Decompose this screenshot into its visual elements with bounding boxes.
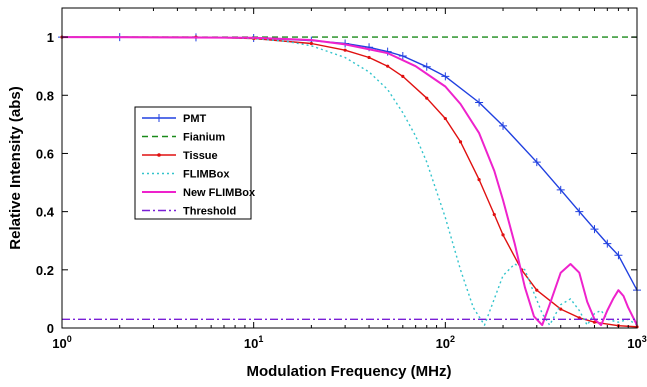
x-tick-label: 101 [244, 334, 263, 351]
data-point [425, 96, 429, 100]
data-point [443, 116, 447, 121]
series-new-flimbox [61, 36, 638, 327]
legend-marker [157, 153, 161, 157]
x-tick-label: 100 [52, 334, 71, 351]
y-axis-label: Relative Intensity (abs) [7, 86, 24, 249]
data-point [575, 207, 584, 216]
legend-item: FLIMBox [142, 169, 230, 181]
data-point [532, 158, 541, 167]
data-point [422, 62, 431, 71]
data-point [535, 288, 539, 292]
legend-label: Fianium [183, 132, 225, 144]
legend-item: Fianium [142, 132, 225, 144]
data-point [501, 233, 505, 237]
data-point [492, 212, 496, 217]
series-layer [58, 33, 641, 329]
data-point [343, 48, 347, 52]
series-line [61, 36, 638, 327]
data-point [475, 98, 484, 107]
data-point [614, 251, 623, 260]
series-line [62, 36, 638, 326]
legend: PMT Fianium Tissue FLIMBox New FLIMBox Thresh… [134, 106, 256, 220]
data-point [398, 52, 407, 60]
legend-item: New FLIMBox [142, 187, 256, 199]
y-tick-label: 0 [47, 321, 54, 336]
y-tick-label: 0.8 [36, 88, 54, 103]
data-point [603, 239, 612, 248]
data-point [559, 307, 563, 311]
x-tick-label: 102 [436, 334, 455, 351]
legend-label: PMT [183, 113, 207, 125]
data-point [386, 64, 390, 68]
data-point [458, 140, 463, 144]
y-tick-label: 0.2 [36, 263, 54, 278]
legend-label: New FLIMBox [183, 187, 256, 199]
y-tick-label: 0.4 [36, 205, 55, 220]
legend-label: Threshold [183, 206, 236, 218]
data-point [590, 225, 599, 234]
legend-label: Tissue [183, 150, 218, 162]
legend-item: Tissue [142, 150, 218, 162]
data-point [309, 41, 313, 46]
x-tick-label: 103 [627, 334, 646, 351]
data-point [477, 178, 481, 182]
plot-frame [61, 7, 638, 329]
data-point [592, 320, 597, 324]
series-flimbox [62, 36, 638, 326]
legend-marker [155, 114, 163, 122]
data-point [499, 121, 508, 130]
legend-item: Threshold [142, 206, 236, 218]
legend-item: PMT [142, 113, 207, 125]
legend-box [134, 106, 252, 220]
data-point [441, 72, 450, 81]
data-point [367, 55, 371, 60]
y-tick-label: 0.6 [36, 146, 54, 161]
legend-label: FLIMBox [183, 169, 230, 181]
data-point [401, 74, 405, 78]
axes-layer: 100 101 102 103 0 0.2 0.4 0.6 0.8 1 [36, 8, 647, 351]
x-axis-label: Modulation Frequency (MHz) [247, 363, 452, 380]
data-point [556, 185, 565, 194]
y-tick-label: 1 [47, 30, 54, 45]
